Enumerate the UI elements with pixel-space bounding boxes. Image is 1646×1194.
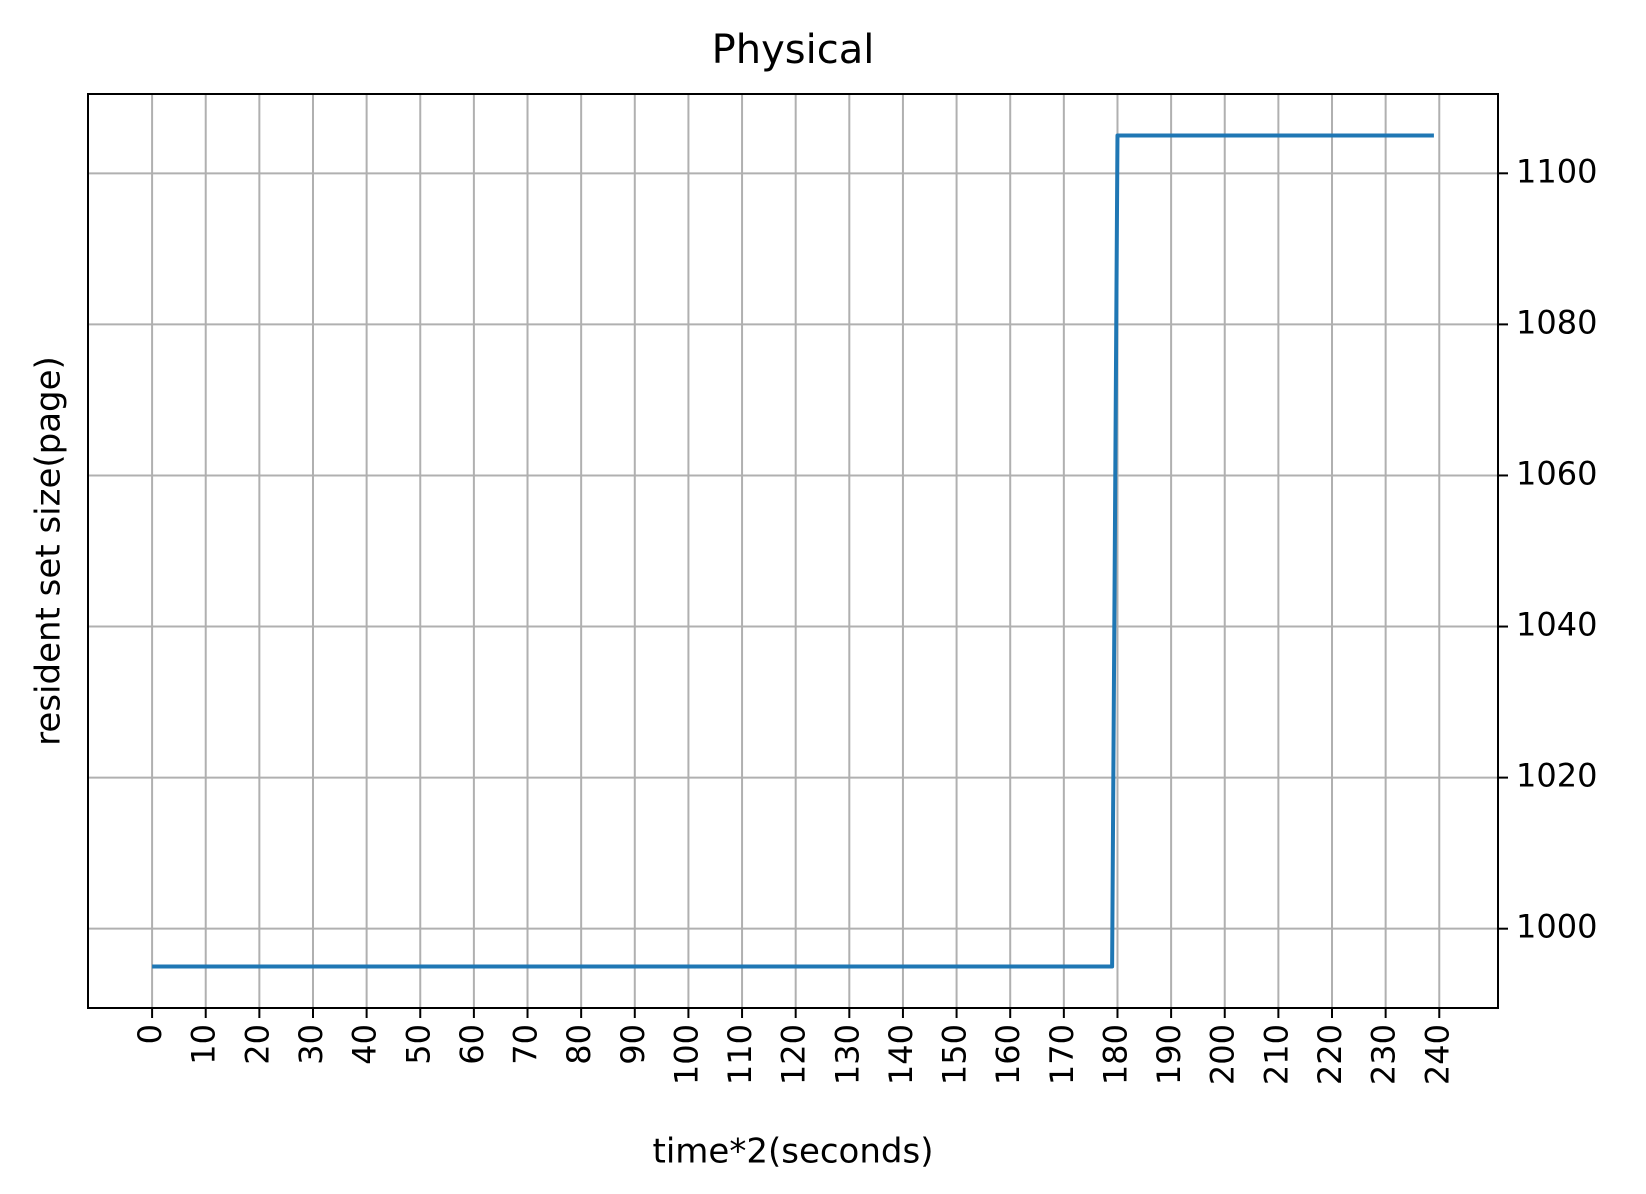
x-tick-label: 220 bbox=[1311, 1024, 1349, 1085]
x-tick-label: 0 bbox=[131, 1024, 169, 1044]
y-tick-label: 1020 bbox=[1516, 757, 1597, 795]
x-tick-label: 130 bbox=[828, 1024, 866, 1085]
x-tick-label: 10 bbox=[185, 1024, 223, 1065]
plot-area bbox=[152, 133, 1434, 969]
x-tick-label: 150 bbox=[936, 1024, 974, 1085]
y-tick-label: 1060 bbox=[1516, 454, 1597, 492]
axes-frame bbox=[87, 93, 1499, 1009]
x-tick-label: 70 bbox=[507, 1024, 545, 1065]
x-tick-label: 200 bbox=[1204, 1024, 1242, 1085]
y-tick-label: 1100 bbox=[1516, 152, 1597, 190]
x-tick-label: 40 bbox=[346, 1024, 384, 1065]
x-tick-label: 110 bbox=[721, 1024, 759, 1085]
x-tick-label: 100 bbox=[667, 1024, 705, 1085]
x-tick-label: 80 bbox=[560, 1024, 598, 1065]
chart-title: Physical bbox=[712, 27, 875, 73]
x-tick-label: 190 bbox=[1150, 1024, 1188, 1085]
y-axis-label: resident set size(page) bbox=[29, 356, 69, 746]
line-series bbox=[152, 133, 1434, 969]
x-tick-label: 240 bbox=[1418, 1024, 1456, 1085]
y-tick-label: 1080 bbox=[1516, 303, 1597, 341]
x-tick-label: 20 bbox=[238, 1024, 276, 1065]
x-tick-label: 210 bbox=[1257, 1024, 1295, 1085]
x-tick-label: 60 bbox=[453, 1024, 491, 1065]
x-tick-label: 120 bbox=[775, 1024, 813, 1085]
y-tick-label: 1040 bbox=[1516, 606, 1597, 644]
grid bbox=[88, 94, 1498, 1008]
x-axis-label: time*2(seconds) bbox=[653, 1132, 934, 1172]
x-tick-label: 170 bbox=[1043, 1024, 1081, 1085]
x-tick-label: 50 bbox=[399, 1024, 437, 1065]
x-tick-label: 230 bbox=[1365, 1024, 1403, 1085]
x-tick-label: 90 bbox=[614, 1024, 652, 1065]
x-tick-label: 180 bbox=[1096, 1024, 1134, 1085]
x-tick-label: 140 bbox=[882, 1024, 920, 1085]
x-tick-label: 30 bbox=[292, 1024, 330, 1065]
x-tick-label: 160 bbox=[989, 1024, 1027, 1085]
y-tick-label: 1000 bbox=[1516, 908, 1597, 946]
